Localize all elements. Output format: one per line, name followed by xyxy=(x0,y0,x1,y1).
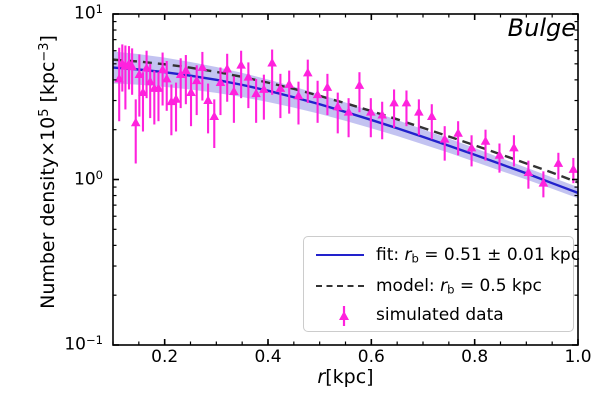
legend-key-data-marker xyxy=(304,299,376,331)
data-points-group xyxy=(114,44,579,198)
legend-key-fit-line xyxy=(304,239,376,271)
x-axis-label: r[kpc] xyxy=(317,366,374,388)
legend-label-fit: fit: rb = 0.51 ± 0.01 kpc xyxy=(376,244,581,266)
y-tick-label: 10−1 xyxy=(64,333,103,355)
y-tick-label: 100 xyxy=(74,167,103,190)
legend-entry-data[interactable]: simulated data xyxy=(304,299,573,331)
legend-label-model: model: rb = 0.5 kpc xyxy=(376,275,542,297)
model-line xyxy=(112,58,579,184)
legend-entry-model[interactable]: model: rb = 0.5 kpc xyxy=(304,270,573,302)
legend-key-model-line xyxy=(304,270,376,302)
legend[interactable]: fit: rb = 0.51 ± 0.01 kpc model: rb = 0.… xyxy=(303,236,580,332)
x-tick-label: 0.6 xyxy=(357,347,385,367)
annotation-bulge: Bulge xyxy=(507,14,576,42)
axes-frame xyxy=(112,13,579,346)
triangle-up-icon xyxy=(339,306,349,326)
legend-entry-fit[interactable]: fit: rb = 0.51 ± 0.01 kpc xyxy=(304,239,580,271)
x-tick-label: 0.2 xyxy=(151,347,179,367)
x-tick-label: 0.8 xyxy=(461,347,489,367)
legend-label-data: simulated data xyxy=(376,305,504,325)
x-tick-label: 0.4 xyxy=(254,347,282,367)
confidence-band xyxy=(113,51,578,199)
x-tick-label: 1.0 xyxy=(564,347,592,367)
y-tick-label: 101 xyxy=(74,2,103,24)
